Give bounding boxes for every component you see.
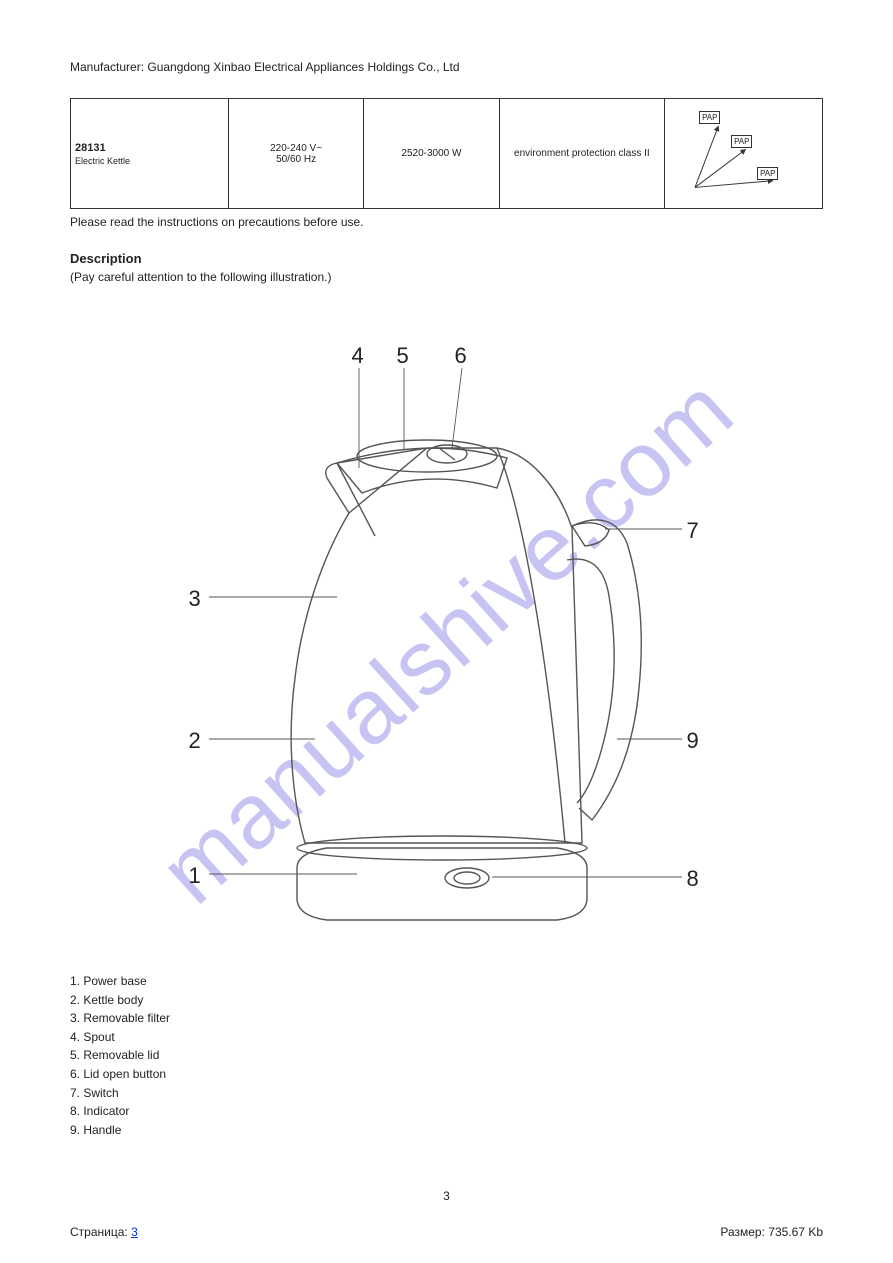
model-number: 28131 xyxy=(75,142,224,154)
manufacturer-line: Manufacturer: Guangdong Xinbao Electrica… xyxy=(70,60,823,74)
list-item: 5. Removable lid xyxy=(70,1046,823,1065)
callout-5: 5 xyxy=(397,343,409,369)
list-item: 9. Handle xyxy=(70,1121,823,1140)
precaution-text: Please read the instructions on precauti… xyxy=(70,215,823,229)
spec-recycle-cell: PAP PAP PAP xyxy=(665,99,823,209)
model-name: Electric Kettle xyxy=(75,156,224,166)
description-note: (Pay careful attention to the following … xyxy=(70,270,823,284)
footer-left: Страница: 3 xyxy=(70,1225,138,1239)
callout-7: 7 xyxy=(687,518,699,544)
callout-1: 1 xyxy=(189,863,201,889)
list-item: 4. Spout xyxy=(70,1028,823,1047)
description-title: Description xyxy=(70,251,823,266)
footer-right: Размер: 735.67 Kb xyxy=(720,1225,823,1239)
callout-9: 9 xyxy=(687,728,699,754)
table-row: 28131 Electric Kettle 220-240 V~ 50/60 H… xyxy=(71,99,823,209)
footer-page-label: Страница: xyxy=(70,1225,128,1239)
list-item: 6. Lid open button xyxy=(70,1065,823,1084)
callout-8: 8 xyxy=(687,866,699,892)
spec-voltage-cell: 220-240 V~ 50/60 Hz xyxy=(228,99,363,209)
footer: Страница: 3 Размер: 735.67 Kb xyxy=(70,1225,823,1239)
callout-2: 2 xyxy=(189,728,201,754)
list-item: 1. Power base xyxy=(70,972,823,991)
callout-6: 6 xyxy=(455,343,467,369)
recycle-flow-icon xyxy=(669,105,818,202)
recycle-box: PAP xyxy=(757,167,778,180)
footer-size-label: Размер: xyxy=(720,1225,765,1239)
callout-4: 4 xyxy=(352,343,364,369)
callout-3: 3 xyxy=(189,586,201,612)
kettle-svg xyxy=(127,308,767,948)
spec-wattage-cell: 2520-3000 W xyxy=(364,99,499,209)
recycle-box: PAP xyxy=(699,111,720,124)
list-item: 2. Kettle body xyxy=(70,991,823,1010)
spec-model-cell: 28131 Electric Kettle xyxy=(71,99,229,209)
kettle-diagram: manualshive.com xyxy=(127,308,767,948)
recycle-box: PAP xyxy=(731,135,752,148)
parts-list: 1. Power base 2. Kettle body 3. Removabl… xyxy=(70,972,823,1139)
footer-size-value: 735.67 Kb xyxy=(768,1225,823,1239)
list-item: 7. Switch xyxy=(70,1084,823,1103)
list-item: 3. Removable filter xyxy=(70,1009,823,1028)
spec-table: 28131 Electric Kettle 220-240 V~ 50/60 H… xyxy=(70,98,823,209)
page-number: 3 xyxy=(0,1189,893,1203)
footer-page-link[interactable]: 3 xyxy=(131,1225,138,1239)
spec-class-cell: environment protection class II xyxy=(499,99,664,209)
list-item: 8. Indicator xyxy=(70,1102,823,1121)
